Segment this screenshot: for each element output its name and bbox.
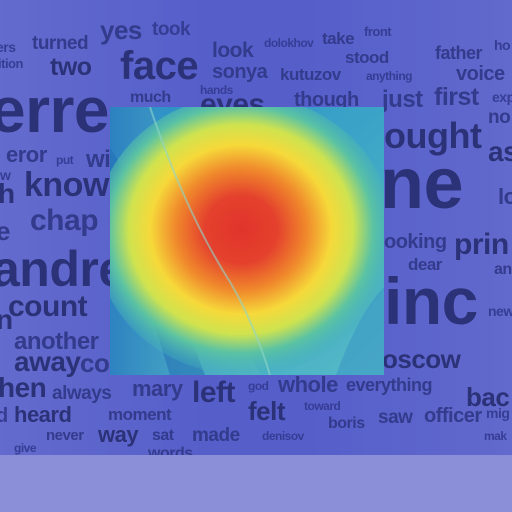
- word: just: [382, 86, 423, 113]
- word: ition: [0, 56, 23, 71]
- word: exp: [492, 89, 512, 105]
- word: eror: [6, 142, 47, 167]
- word: stood: [345, 48, 389, 67]
- word: felt: [248, 396, 286, 426]
- word: way: [98, 422, 139, 447]
- word: lo: [498, 184, 512, 209]
- word: though: [294, 89, 359, 111]
- word: another: [14, 328, 99, 355]
- word: first: [434, 83, 479, 111]
- word: mak: [484, 429, 507, 443]
- word: never: [46, 427, 84, 444]
- word: father: [435, 43, 483, 63]
- heatmap-graphic: [110, 107, 384, 375]
- fabric-corner: [336, 287, 384, 375]
- word: turned: [32, 33, 89, 54]
- word: oscow: [382, 344, 461, 374]
- word: yes: [100, 15, 142, 45]
- word: voice: [456, 63, 505, 85]
- word: ought: [384, 115, 482, 156]
- word: mig: [486, 405, 510, 421]
- word: give: [14, 441, 37, 455]
- word: left: [192, 376, 236, 409]
- word: dolokhov: [264, 36, 314, 50]
- word: take: [322, 29, 355, 48]
- word: god: [248, 379, 269, 393]
- word: two: [50, 53, 92, 81]
- word: wi: [86, 146, 111, 173]
- heatmap-patch: [110, 107, 384, 375]
- word: look: [212, 39, 254, 62]
- word: whole: [278, 372, 338, 397]
- word: always: [52, 383, 112, 404]
- word-cloud: yes took ers turned dolokhov take front …: [0, 0, 512, 470]
- word: hands: [200, 83, 233, 97]
- word: w: [0, 167, 11, 183]
- word: mary: [132, 376, 183, 401]
- word: moment: [108, 405, 172, 424]
- word: face: [120, 44, 199, 88]
- word: e: [0, 216, 10, 246]
- word: officer: [424, 405, 482, 427]
- word: front: [364, 24, 392, 39]
- word: saw: [378, 407, 413, 428]
- fabric-crease: [149, 107, 271, 375]
- word: much: [130, 89, 171, 106]
- word: n: [0, 304, 13, 335]
- word: ho: [494, 37, 511, 53]
- word: no: [488, 107, 511, 128]
- word: dear: [408, 255, 442, 274]
- word: sonya: [212, 61, 268, 83]
- word: away: [14, 346, 81, 377]
- word: bac: [466, 382, 510, 412]
- word: toward: [304, 399, 341, 413]
- word: ne: [380, 144, 464, 224]
- word: an: [494, 261, 512, 278]
- bottom-band: [0, 455, 512, 512]
- word: h: [0, 178, 15, 209]
- word: put: [56, 153, 74, 167]
- word: erre: [0, 74, 110, 146]
- word: heard: [14, 402, 72, 427]
- word: made: [192, 425, 240, 446]
- word: everything: [346, 375, 433, 395]
- word: count: [8, 290, 88, 323]
- word: sat: [152, 427, 174, 444]
- word: hen: [0, 372, 47, 403]
- word: as: [488, 136, 512, 167]
- word: kutuzov: [280, 65, 341, 84]
- word: prin: [454, 228, 509, 261]
- word: anything: [366, 69, 413, 83]
- word: took: [152, 19, 191, 40]
- word: d: [0, 405, 8, 427]
- word: new: [488, 303, 512, 319]
- word: ers: [0, 39, 16, 55]
- word: chap: [30, 204, 99, 237]
- word: inc: [384, 264, 478, 338]
- word: denisov: [262, 429, 304, 443]
- word: co: [80, 348, 110, 378]
- word: ooking: [384, 231, 447, 253]
- word: know: [24, 166, 109, 204]
- word: boris: [328, 415, 365, 432]
- heat-hotspot: [110, 107, 384, 375]
